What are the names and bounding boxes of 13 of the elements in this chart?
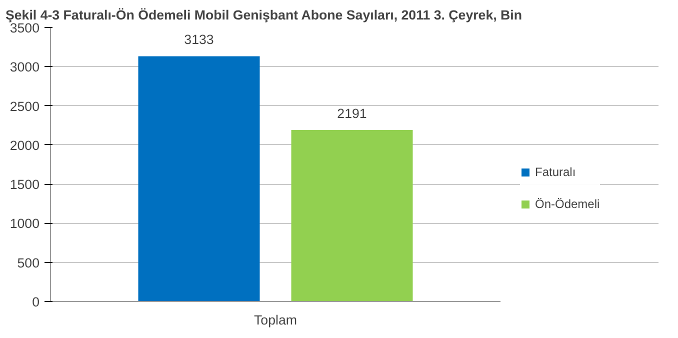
y-tick-label: 500 bbox=[17, 255, 40, 270]
y-tick-label: 2500 bbox=[10, 98, 40, 114]
y-tick-label: 1000 bbox=[10, 216, 40, 232]
data-label: 3133 bbox=[184, 32, 214, 48]
y-tick-label: 3000 bbox=[10, 60, 40, 75]
y-tick-label: 0 bbox=[32, 294, 40, 310]
legend-label: Ön-Ödemeli bbox=[535, 197, 600, 211]
y-tick-label: 1500 bbox=[10, 177, 40, 192]
y-tick-label: 2000 bbox=[10, 138, 40, 153]
legend-label: Faturalı bbox=[535, 165, 576, 179]
data-label: 2191 bbox=[337, 106, 367, 121]
x-tick-label: Toplam bbox=[254, 312, 297, 328]
chart-title: Şekil 4-3 Faturalı-Ön Ödemeli Mobil Genişbant Abone Sayıları, 2011 3. Çeyrek, Bin bbox=[6, 8, 522, 22]
